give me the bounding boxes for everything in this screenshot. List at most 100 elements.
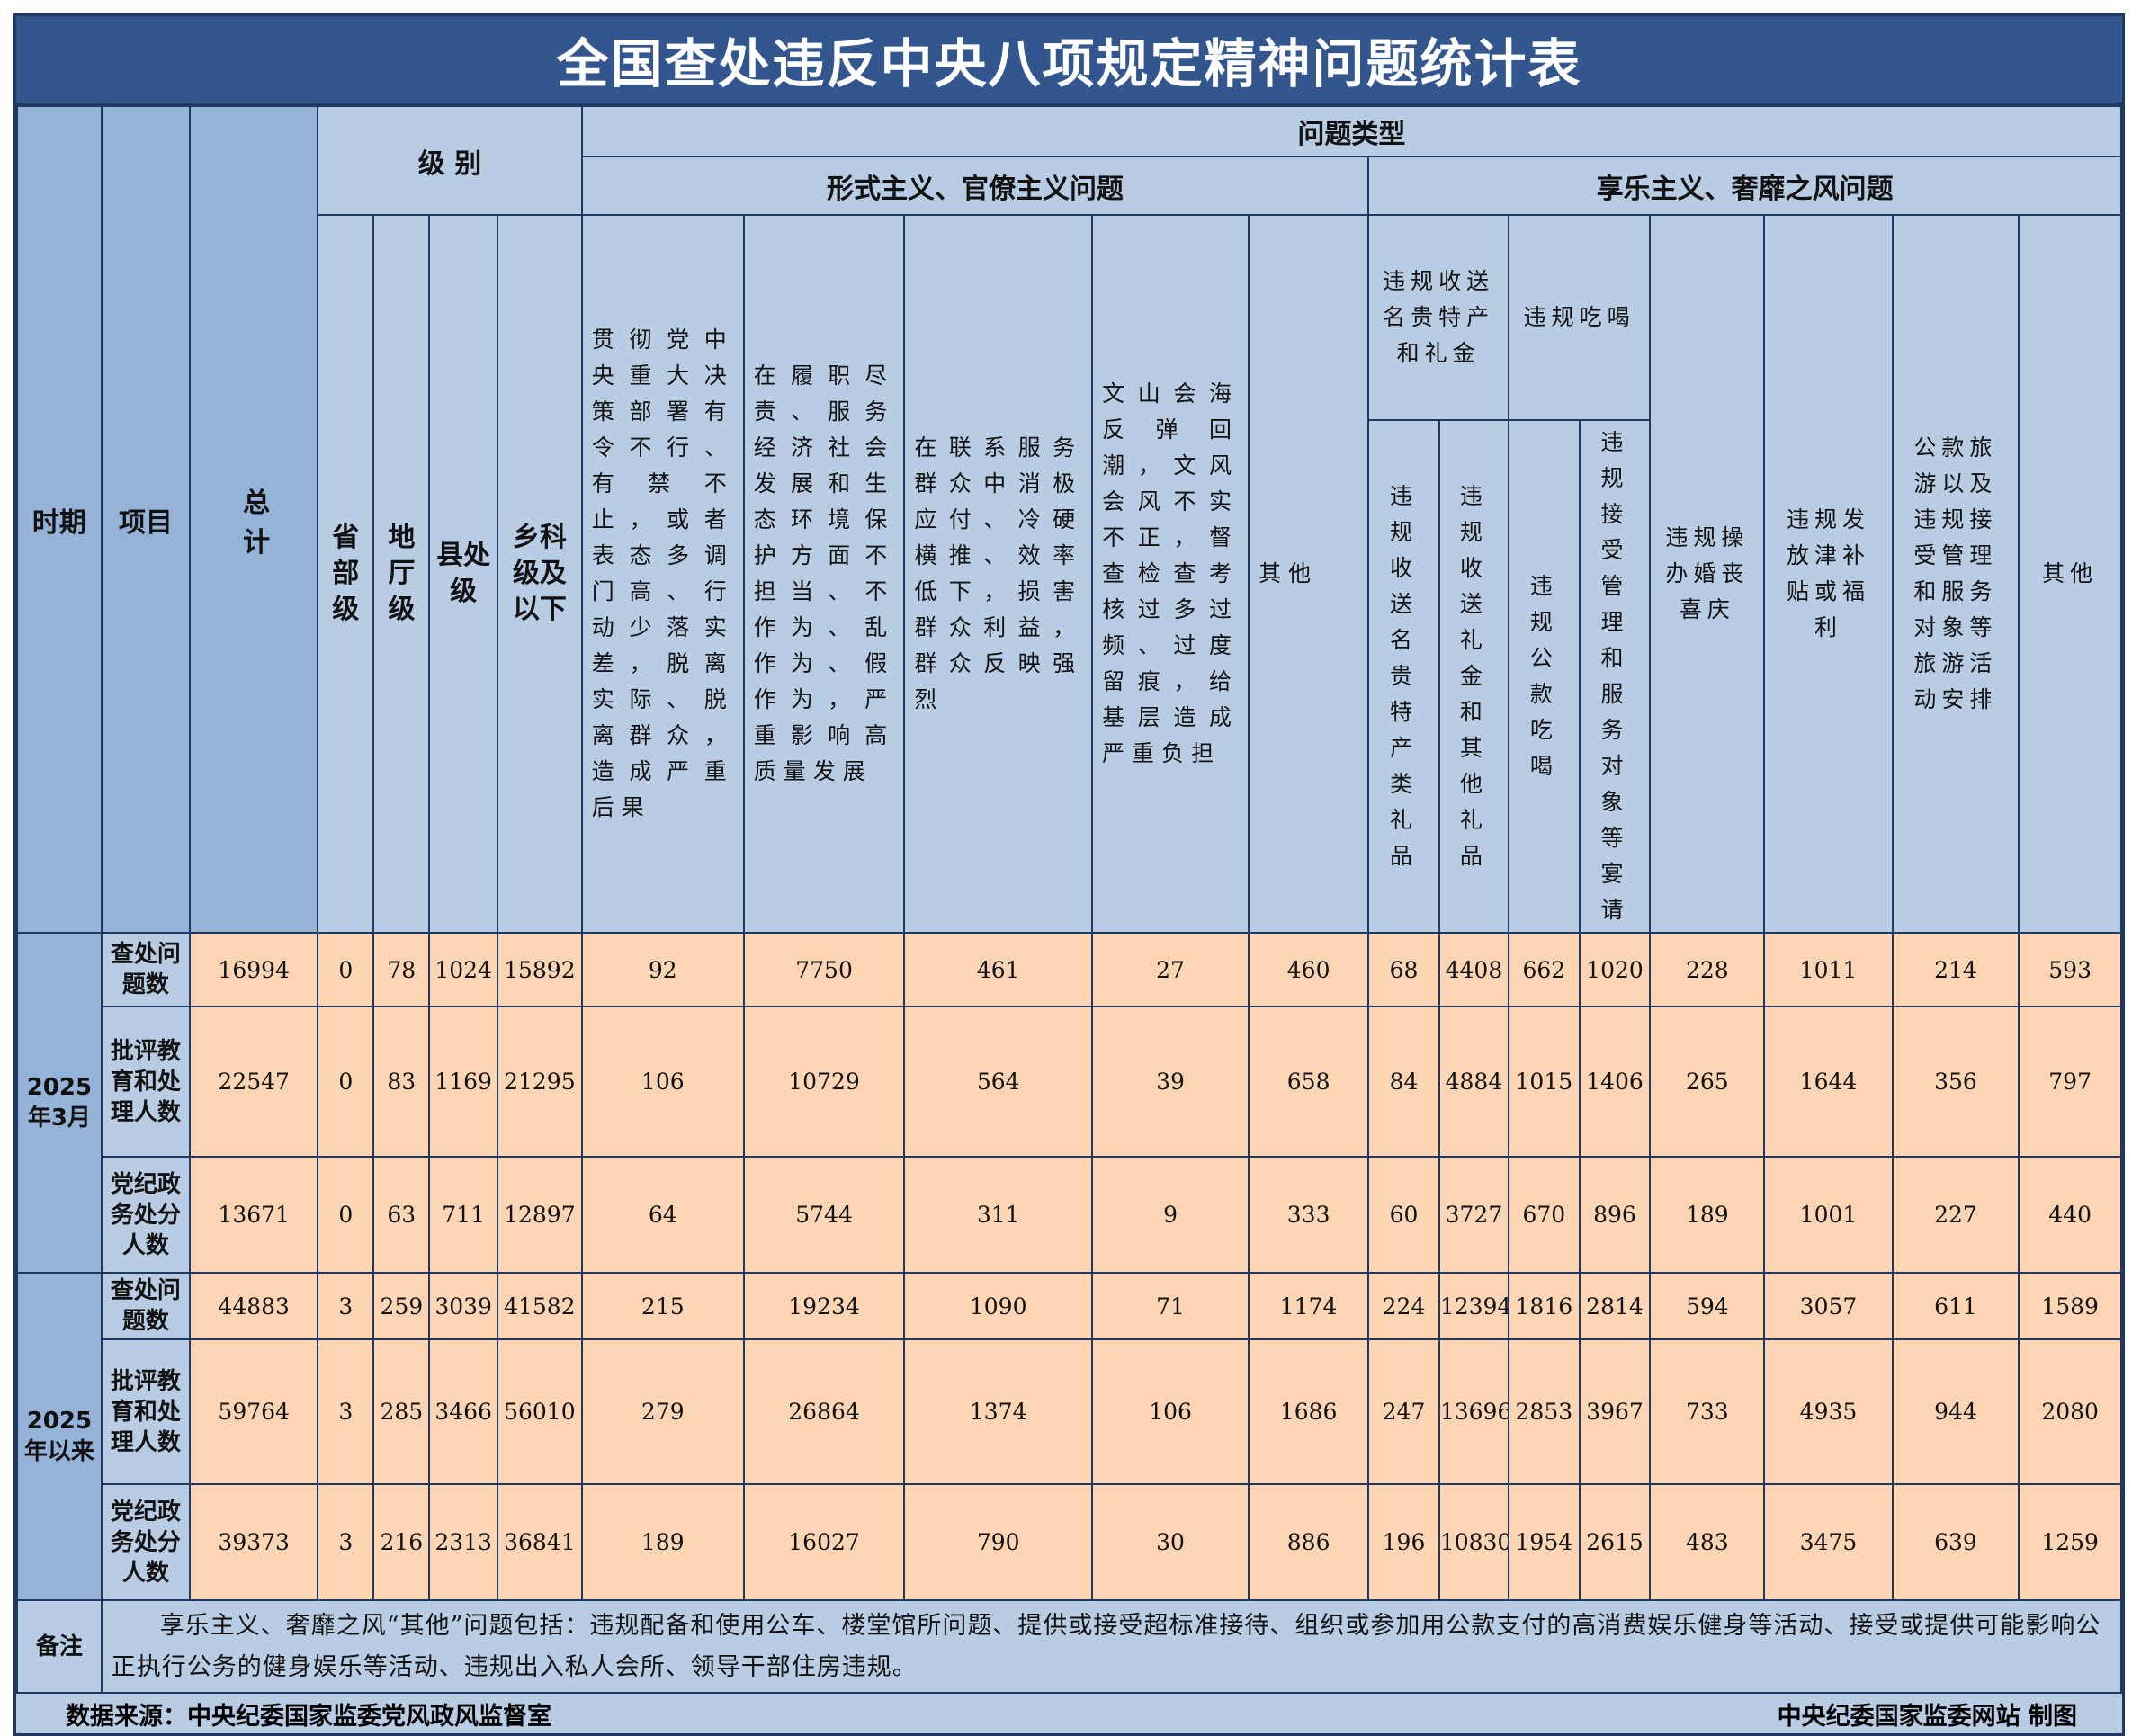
- value-cell: 215: [580, 1272, 745, 1340]
- value-cell: 460: [1248, 932, 1370, 1007]
- note-label: 备注: [16, 1599, 103, 1694]
- value-cell: 9: [1091, 1156, 1250, 1274]
- value-cell: 593: [2018, 932, 2122, 1007]
- level-header: 县处级: [428, 214, 498, 934]
- value-cell: 1954: [1508, 1483, 1581, 1601]
- note-text: 享乐主义、奢靡之风“其他”问题包括：违规配备和使用公车、楼堂馆所问题、提供或接受…: [100, 1599, 2123, 1694]
- value-cell: 3039: [428, 1272, 498, 1340]
- value-cell: 189: [1649, 1156, 1766, 1274]
- level-header: 省部级: [317, 214, 375, 934]
- value-cell: 2615: [1578, 1483, 1652, 1601]
- value-cell: 189: [580, 1483, 745, 1601]
- value-cell: 196: [1367, 1483, 1440, 1601]
- value-cell: 7750: [742, 932, 906, 1007]
- value-cell: 64: [580, 1156, 745, 1274]
- value-cell: 944: [1891, 1338, 2020, 1485]
- value-cell: 3727: [1438, 1156, 1510, 1274]
- value-cell: 639: [1891, 1483, 2020, 1601]
- value-cell: 564: [903, 1006, 1094, 1158]
- period-header: 时期: [16, 105, 103, 934]
- value-cell: 39373: [189, 1483, 319, 1601]
- header-row: 形式主义、官僚主义问题 享乐主义、奢靡之风问题: [17, 156, 2122, 216]
- value-cell: 4408: [1438, 932, 1510, 1007]
- value-cell: 2853: [1508, 1338, 1581, 1485]
- value-cell: 1374: [903, 1338, 1094, 1485]
- value-cell: 0: [317, 1156, 375, 1274]
- value-cell: 247: [1367, 1338, 1440, 1485]
- value-cell: 259: [372, 1272, 431, 1340]
- value-cell: 265: [1649, 1006, 1766, 1158]
- value-cell: 1169: [428, 1006, 498, 1158]
- item-label: 查处问题数: [100, 932, 192, 1007]
- header-row: 违规收送名贵特产类礼品 违规收送礼金和其他礼品 违规公款吃喝 违规接受管理和服务对象等…: [17, 419, 2121, 934]
- period-label: 2025年以来: [16, 1272, 103, 1601]
- value-cell: 0: [317, 932, 375, 1007]
- value-cell: 39: [1091, 1006, 1250, 1158]
- column-header: 违规公款吃喝: [1508, 419, 1581, 934]
- value-cell: 797: [2018, 1006, 2122, 1158]
- value-cell: 68: [1367, 932, 1440, 1007]
- value-cell: 279: [580, 1338, 745, 1485]
- column-header: 其他: [2018, 214, 2122, 934]
- value-cell: 1015: [1508, 1006, 1581, 1158]
- level-header: 乡科级及以下: [496, 214, 583, 934]
- credit: 中央纪委国家监委网站 制图: [1777, 1702, 2077, 1731]
- value-cell: 2080: [2018, 1338, 2122, 1485]
- value-cell: 3057: [1763, 1272, 1894, 1340]
- level-header: 地厅级: [372, 214, 431, 934]
- column-header: 违规操办婚丧喜庆: [1649, 214, 1766, 934]
- value-cell: 333: [1248, 1156, 1370, 1274]
- value-cell: 13671: [189, 1156, 319, 1274]
- value-cell: 30: [1091, 1483, 1250, 1601]
- column-header: 违规接受管理和服务对象等宴请: [1578, 419, 1652, 934]
- value-cell: 2814: [1578, 1272, 1652, 1340]
- value-cell: 1001: [1763, 1156, 1894, 1274]
- value-cell: 0: [317, 1006, 375, 1158]
- value-cell: 1024: [428, 932, 498, 1007]
- page: 全国查处违反中央八项规定精神问题统计表 时期 项目 总计级 别问题类型 形式主义、官僚…: [13, 13, 2125, 1736]
- column-header: 文山会海反弹回潮，文风会风不实不正，督查检查考核过多过频、过度留痕，给基层造成严…: [1091, 214, 1250, 934]
- total-header: 总计: [189, 105, 319, 934]
- value-cell: 44883: [189, 1272, 319, 1340]
- column-header: 违规收送名贵特产类礼品: [1367, 419, 1440, 934]
- data-row: 党纪政务处分人数 13671 0 63 711 12897 64 5744 311 9 333 60 3…: [17, 1156, 2122, 1274]
- value-cell: 3: [317, 1338, 375, 1485]
- value-cell: 59764: [189, 1338, 319, 1485]
- value-cell: 461: [903, 932, 1094, 1007]
- value-cell: 3967: [1578, 1338, 1652, 1485]
- value-cell: 896: [1578, 1156, 1652, 1274]
- value-cell: 285: [372, 1338, 431, 1485]
- footer: 数据来源：中央纪委国家监委党风政风监督室 中央纪委国家监委网站 制图: [16, 1694, 2122, 1733]
- column-header: 在履职尽责、服务经济社会发展和生态环境保护方面不担当、不作为、乱作为、假作为，严…: [742, 214, 906, 934]
- value-cell: 214: [1891, 932, 2020, 1007]
- value-cell: 1259: [2018, 1483, 2122, 1601]
- item-label: 批评教育和处理人数: [100, 1006, 192, 1158]
- value-cell: 1174: [1248, 1272, 1370, 1340]
- value-cell: 60: [1367, 1156, 1440, 1274]
- value-cell: 670: [1508, 1156, 1581, 1274]
- value-cell: 224: [1367, 1272, 1440, 1340]
- item-label: 查处问题数: [100, 1272, 192, 1340]
- column-header: 违规发放津补贴或福利: [1763, 214, 1894, 934]
- value-cell: 15892: [496, 932, 583, 1007]
- value-cell: 4884: [1438, 1006, 1510, 1158]
- value-cell: 16027: [742, 1483, 906, 1601]
- stat-sheet: 全国查处违反中央八项规定精神问题统计表 时期 项目 总计级 别问题类型 形式主义、官僚…: [13, 13, 2125, 1736]
- group-header: 享乐主义、奢靡之风问题: [1367, 156, 2122, 216]
- value-cell: 26864: [742, 1338, 906, 1485]
- value-cell: 3: [317, 1272, 375, 1340]
- value-cell: 106: [1091, 1338, 1250, 1485]
- value-cell: 658: [1248, 1006, 1370, 1158]
- value-cell: 92: [580, 932, 745, 1007]
- value-cell: 216: [372, 1483, 431, 1601]
- value-cell: 594: [1649, 1272, 1766, 1340]
- column-header: 公款旅游以及违规接受管理和服务对象等旅游活动安排: [1891, 214, 2020, 934]
- value-cell: 21295: [496, 1006, 583, 1158]
- column-header: 其他: [1248, 214, 1370, 934]
- value-cell: 711: [428, 1156, 498, 1274]
- value-cell: 71: [1091, 1272, 1250, 1340]
- column-header: 贯彻党中央重大决策部署有令不行、有禁不止，或者表态多调门高、行动少落实差，脱离实…: [580, 214, 745, 934]
- note-row: 备注 享乐主义、奢靡之风“其他”问题包括：违规配备和使用公车、楼堂馆所问题、提供或…: [16, 1599, 2123, 1694]
- value-cell: 63: [372, 1156, 431, 1274]
- value-cell: 228: [1649, 932, 1766, 1007]
